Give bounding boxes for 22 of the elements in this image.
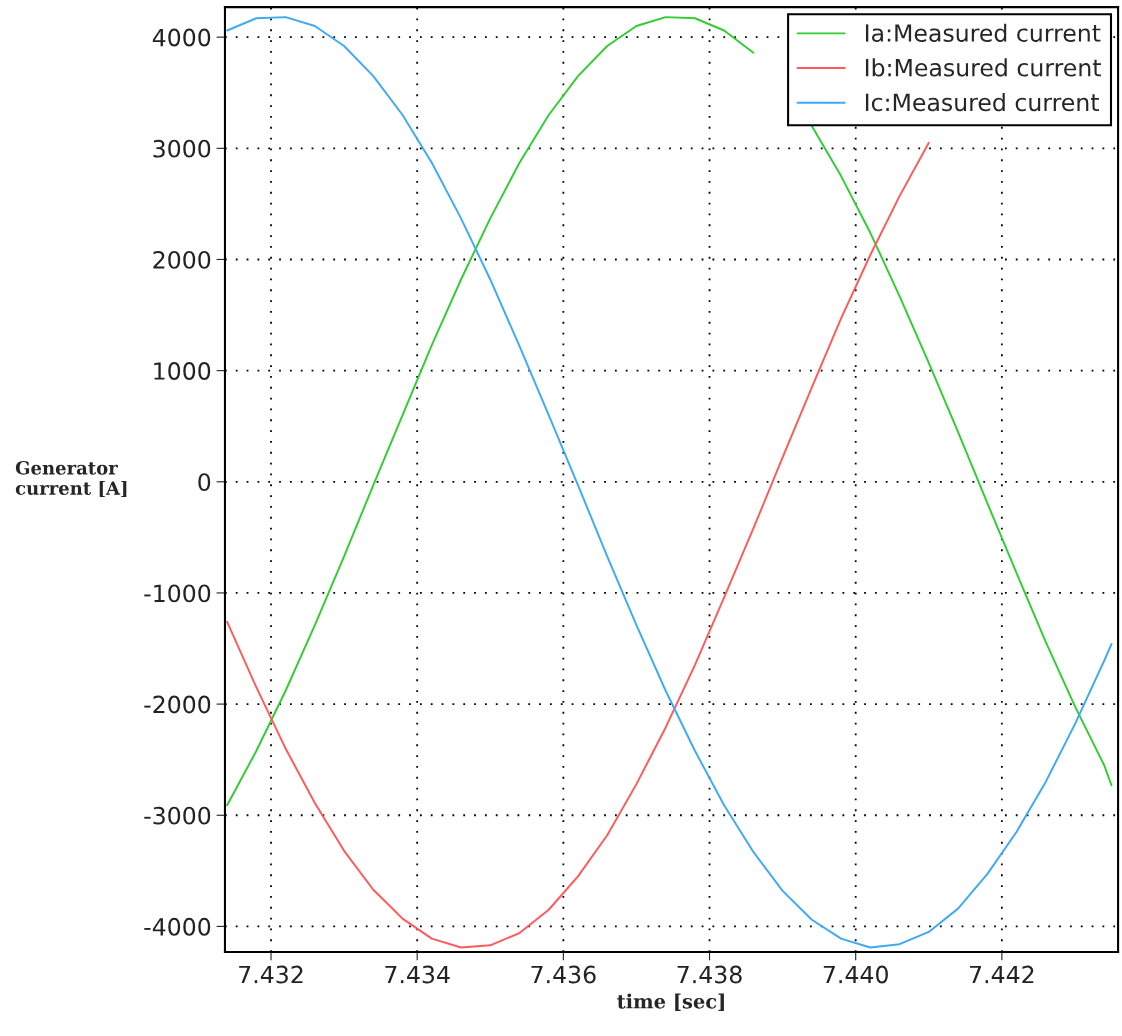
legend-label: Ia:Measured current [865,23,1101,42]
line-series [226,16,1113,949]
legend-label: Ic:Measured current [865,92,1099,112]
x-tick-label: 7.434 [385,965,450,984]
y-tick-label: 3000 [153,139,211,158]
y-tick-label: -1000 [144,584,211,603]
line-series [226,141,930,949]
y-tick-label: -2000 [144,695,211,714]
x-axis-title: time [sec] [617,993,724,1011]
x-tick-label: 7.432 [239,965,303,984]
y-tick-label: 1000 [154,362,211,380]
x-tick-label: 7.442 [970,965,1034,984]
x-tick-label: 7.436 [531,965,596,984]
x-tick-label: 7.440 [823,965,888,984]
y-tick-label: -3000 [144,806,211,825]
legend-label: Ib:Measured current [865,58,1101,77]
y-tick-label: -4000 [144,917,211,936]
y-tick-label: 2000 [153,250,211,269]
y-tick-label: 0 [198,473,211,492]
x-tick-label: 7.438 [677,965,742,984]
y-axis-title: Generator current [A] [15,461,127,498]
y-tick-label: 4000 [152,28,211,47]
